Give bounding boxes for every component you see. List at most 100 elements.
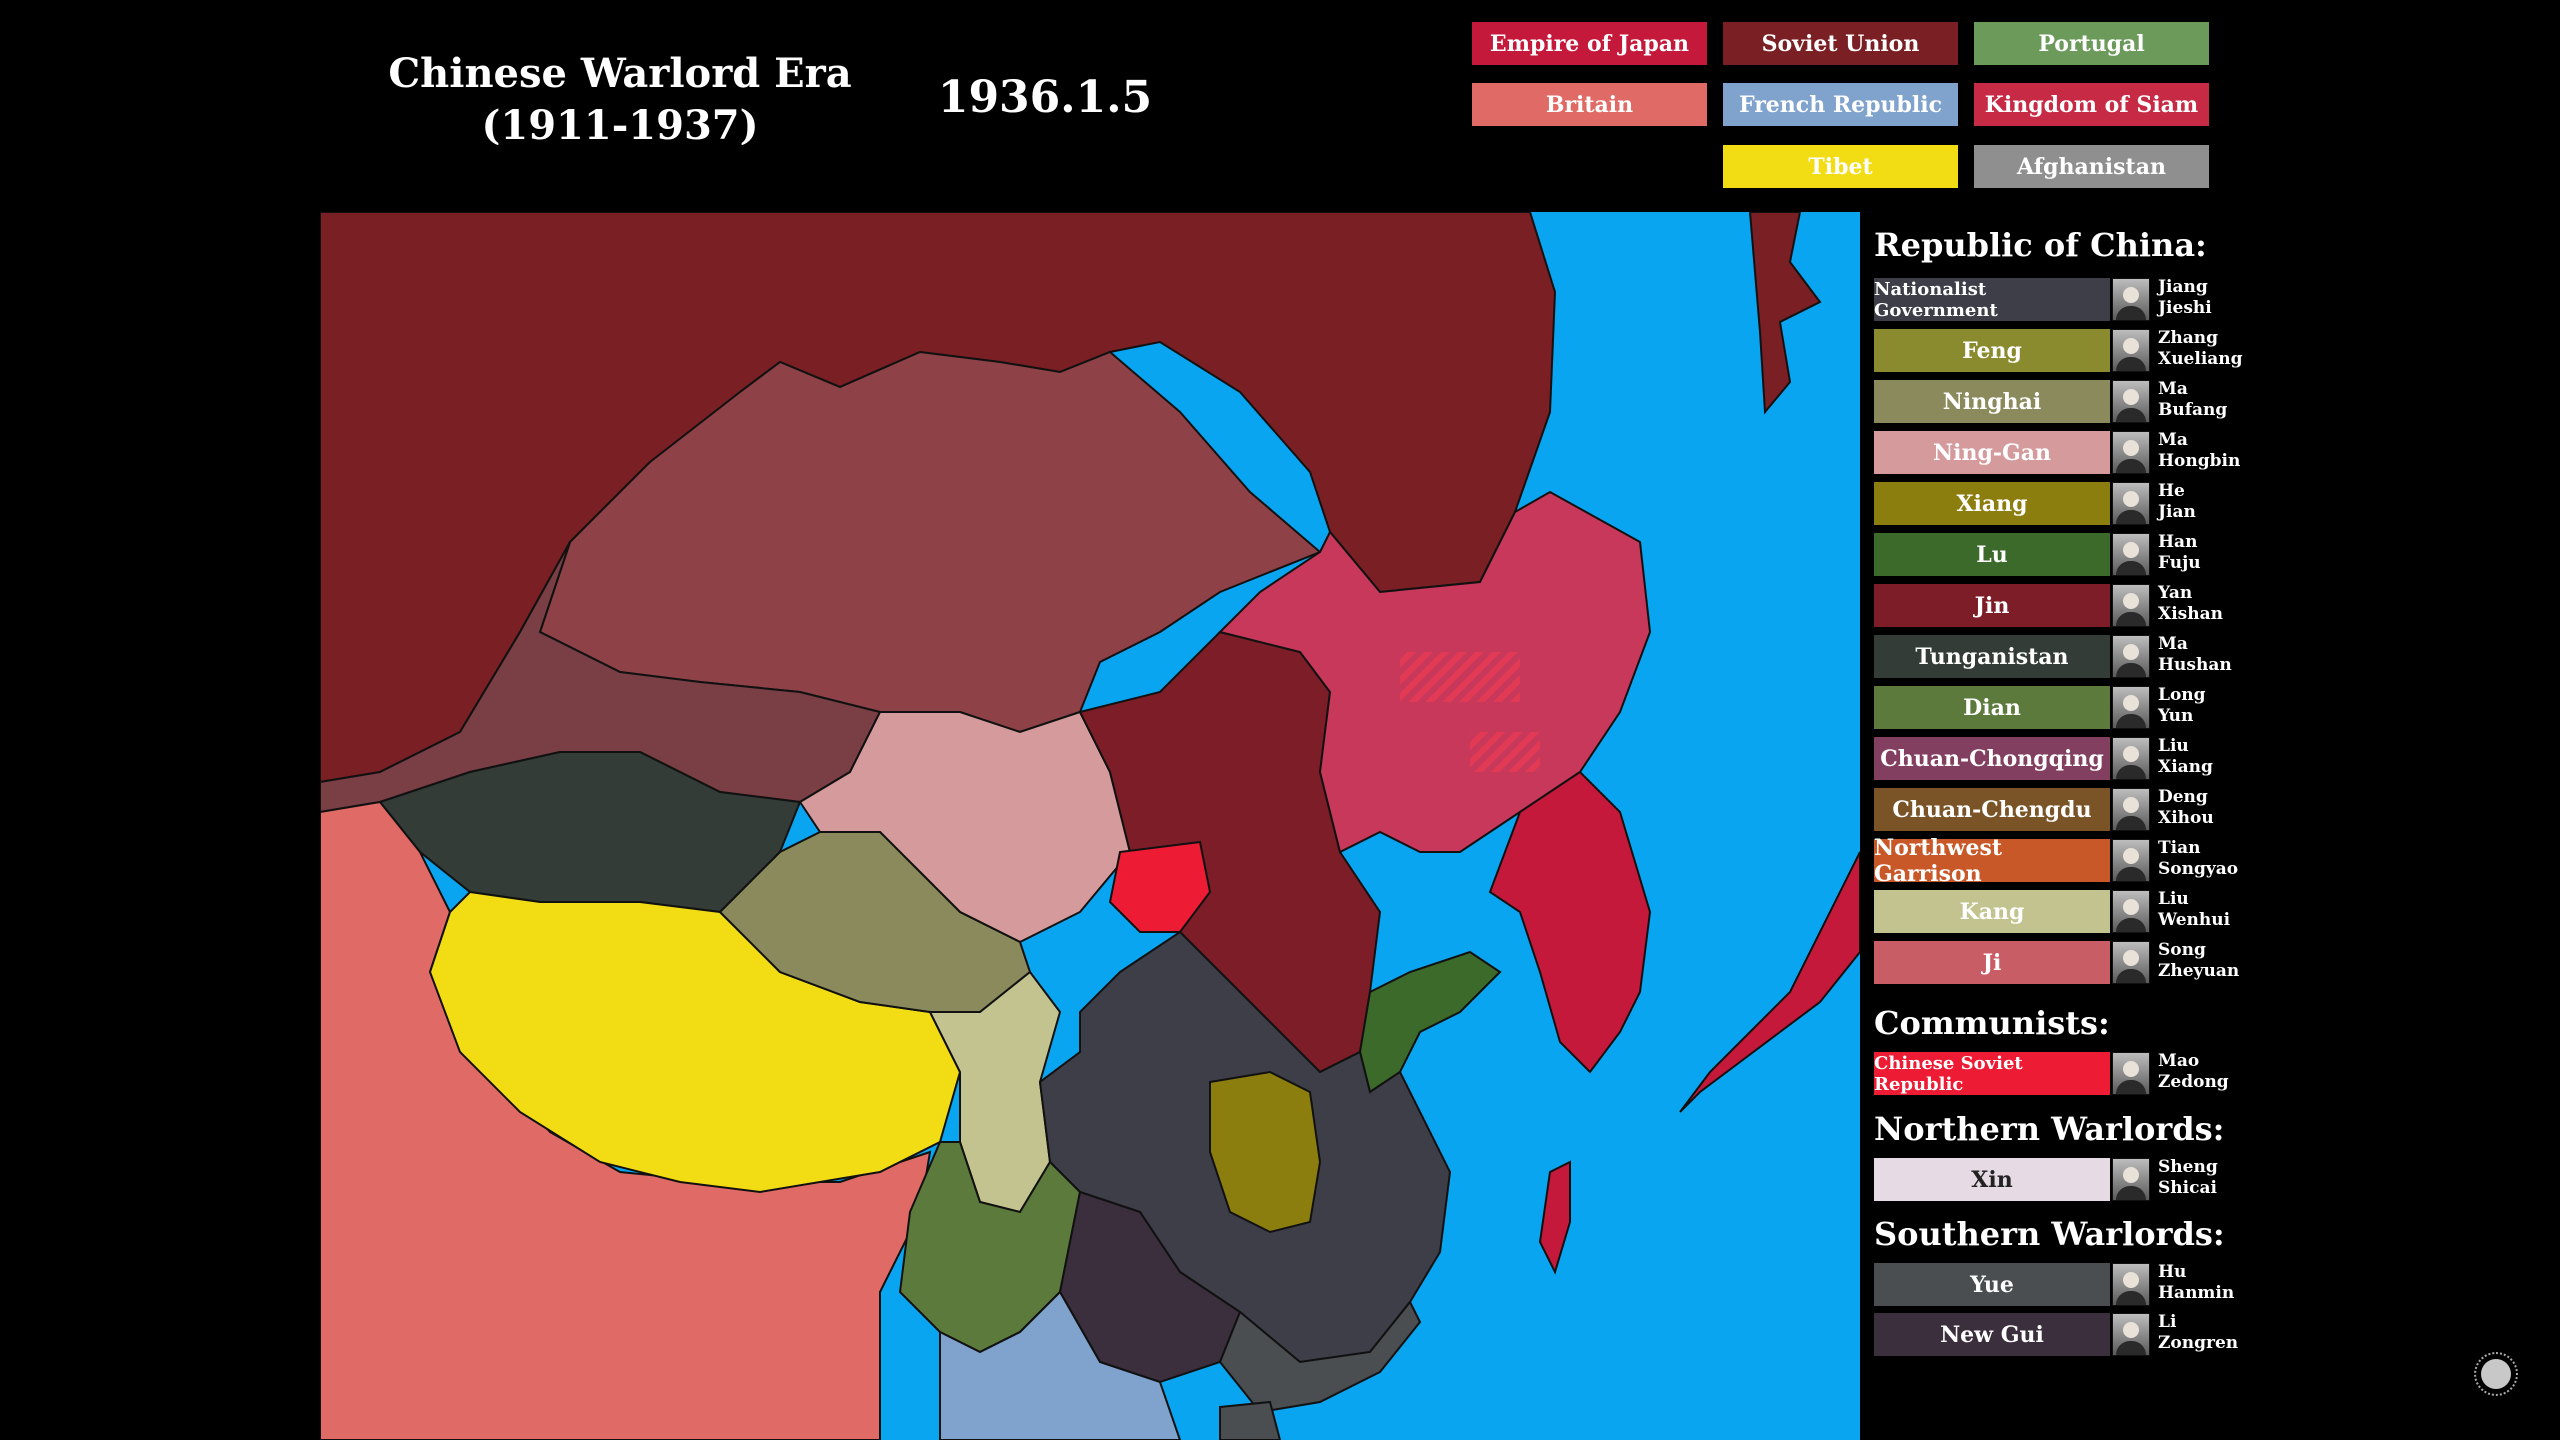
legend-soviet-union: Soviet Union (1723, 22, 1958, 65)
map-area (320, 212, 1860, 1440)
region-tibet (428, 890, 962, 1194)
faction-chinese-soviet-republic: Chinese Soviet Republic (1874, 1052, 2110, 1095)
leader-name: He Jian (2158, 481, 2268, 523)
occupied-zone-2 (1470, 732, 1540, 772)
section-title-southern: Southern Warlords: (1874, 1215, 2225, 1253)
leader-last-name: Fuju (2158, 553, 2201, 573)
leader-first-name: Song (2158, 940, 2206, 960)
occupied-zone-1 (1400, 652, 1520, 702)
leader-last-name: Xiang (2158, 757, 2213, 777)
play-toggle-button[interactable] (2474, 1352, 2518, 1396)
faction-tunganistan: Tunganistan (1874, 635, 2110, 678)
leader-name: Zhang Xueliang (2158, 328, 2268, 370)
leader-name: Ma Hushan (2158, 634, 2268, 676)
leader-last-name: Zongren (2158, 1333, 2239, 1353)
leader-last-name: Jian (2158, 502, 2196, 522)
region-korea (1488, 770, 1652, 1074)
region-hainan (1219, 1400, 1282, 1440)
leader-last-name: Hanmin (2158, 1283, 2235, 1303)
portrait-icon (2112, 482, 2150, 525)
legend-portugal: Portugal (1974, 22, 2209, 65)
leader-first-name: Liu (2158, 736, 2189, 756)
leader-name: Liu Wenhui (2158, 889, 2268, 931)
portrait-icon (2112, 686, 2150, 729)
region-soviet-east (1748, 212, 1822, 415)
faction-northwest-garrison: Northwest Garrison (1874, 835, 2110, 887)
faction-chuan-chongqing: Chuan-Chongqing (1874, 737, 2110, 780)
leader-name: Sheng Shicai (2158, 1157, 2268, 1199)
leader-name: Ma Hongbin (2158, 430, 2268, 472)
leader-name: Mao Zedong (2158, 1051, 2268, 1093)
region-japan (1679, 851, 1860, 1113)
region-taiwan (1538, 1160, 1571, 1275)
leader-last-name: Xihou (2158, 808, 2214, 828)
portrait-icon (2112, 533, 2150, 576)
leader-last-name: Zheyuan (2158, 961, 2240, 981)
leader-name: Hu Hanmin (2158, 1262, 2268, 1304)
faction-dian: Dian (1874, 686, 2110, 729)
portrait-icon (2112, 1052, 2150, 1095)
leader-name: Long Yun (2158, 685, 2268, 727)
portrait-icon (2112, 329, 2150, 372)
faction-new-gui: New Gui (1874, 1313, 2110, 1356)
map-svg (320, 212, 1860, 1440)
faction-jin: Jin (1874, 584, 2110, 627)
leader-last-name: Hushan (2158, 655, 2232, 675)
faction-chuan-chengdu: Chuan-Chengdu (1874, 788, 2110, 831)
leader-name: Deng Xihou (2158, 787, 2268, 829)
leader-last-name: Jieshi (2158, 298, 2212, 318)
leader-first-name: He (2158, 481, 2185, 501)
faction-nationalist-government: Nationalist Government (1874, 278, 2110, 321)
portrait-icon (2112, 1158, 2150, 1201)
leader-first-name: Mao (2158, 1051, 2200, 1071)
leader-name: Han Fuju (2158, 532, 2268, 574)
portrait-icon (2112, 380, 2150, 423)
region-ninghai (718, 831, 1032, 1013)
legend-french-republic: French Republic (1723, 83, 1958, 126)
portrait-icon (2112, 839, 2150, 882)
leader-first-name: Ma (2158, 634, 2188, 654)
legend-kingdom-of-siam: Kingdom of Siam (1974, 83, 2209, 126)
leader-first-name: Hu (2158, 1262, 2187, 1282)
legend-afghanistan: Afghanistan (1974, 145, 2209, 188)
leader-name: Liu Xiang (2158, 736, 2268, 778)
region-french-republic (939, 1290, 1182, 1440)
section-title-roc: Republic of China: (1874, 226, 2207, 264)
section-title-communists: Communists: (1874, 1004, 2110, 1042)
leader-first-name: Ma (2158, 430, 2188, 450)
leader-name: Ma Bufang (2158, 379, 2268, 421)
legend-empire-of-japan: Empire of Japan (1472, 22, 1707, 65)
faction-feng: Feng (1874, 329, 2110, 372)
faction-ning-gan: Ning-Gan (1874, 431, 2110, 474)
leader-first-name: Tian (2158, 838, 2201, 858)
faction-xiang: Xiang (1874, 482, 2110, 525)
portrait-icon (2112, 890, 2150, 933)
portrait-icon (2112, 1313, 2150, 1356)
map-title: Chinese Warlord Era (1911-1937) (370, 48, 870, 152)
leader-last-name: Songyao (2158, 859, 2239, 879)
portrait-icon (2112, 278, 2150, 321)
faction-lu: Lu (1874, 533, 2110, 576)
leader-last-name: Yun (2158, 706, 2194, 726)
leader-first-name: Long (2158, 685, 2206, 705)
leader-last-name: Bufang (2158, 400, 2228, 420)
portrait-icon (2112, 1263, 2150, 1306)
faction-xin: Xin (1874, 1158, 2110, 1201)
leader-first-name: Liu (2158, 889, 2189, 909)
region-xiang (1209, 1070, 1322, 1234)
leader-last-name: Zedong (2158, 1072, 2229, 1092)
leader-name: Tian Songyao (2158, 838, 2268, 880)
leader-first-name: Zhang (2158, 328, 2219, 348)
leader-name: Jiang Jieshi (2158, 277, 2268, 319)
faction-ji: Ji (1874, 941, 2110, 984)
map-title-line1: Chinese Warlord Era (388, 50, 852, 97)
leader-last-name: Xueliang (2158, 349, 2243, 369)
leader-last-name: Shicai (2158, 1178, 2217, 1198)
leader-last-name: Xishan (2158, 604, 2223, 624)
play-toggle-icon (2481, 1359, 2511, 1389)
faction-kang: Kang (1874, 890, 2110, 933)
leader-first-name: Han (2158, 532, 2198, 552)
leader-first-name: Sheng (2158, 1157, 2218, 1177)
portrait-icon (2112, 941, 2150, 984)
leader-first-name: Yan (2158, 583, 2193, 603)
